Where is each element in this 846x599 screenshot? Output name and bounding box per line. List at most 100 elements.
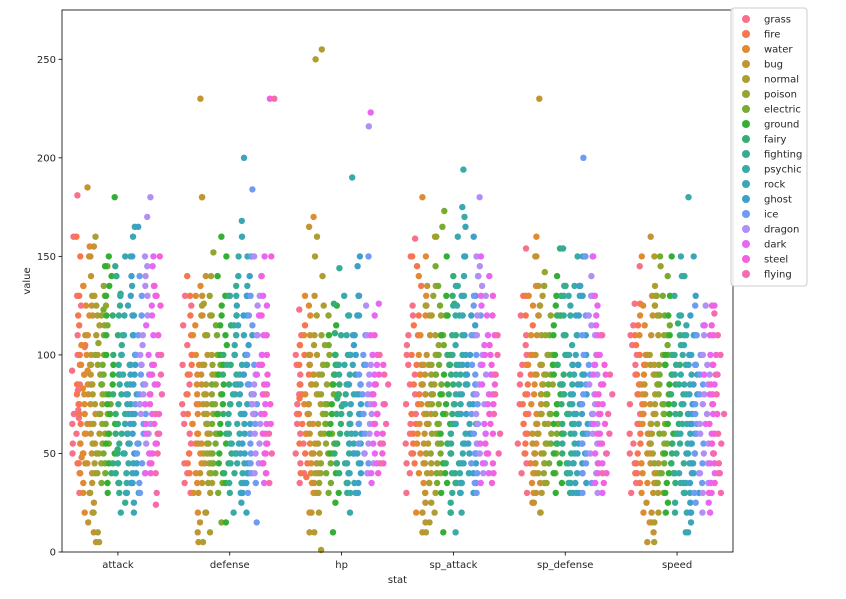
point-ice-defense — [252, 479, 259, 487]
point-dark-attack — [143, 322, 150, 329]
point-bug-speed — [644, 450, 651, 457]
point-bug-hp — [305, 351, 313, 359]
point-dragon-attack — [139, 341, 146, 349]
point-water-speed — [636, 332, 643, 339]
point-dragon-speed — [699, 401, 706, 408]
point-steel-speed — [711, 460, 718, 467]
point-ground-speed — [666, 381, 673, 388]
point-flying-sp_defense — [599, 332, 606, 339]
point-dragon-speed — [700, 332, 708, 339]
point-flying-speed — [717, 351, 724, 359]
point-grass-sp_defense — [514, 440, 521, 447]
point-steel-speed — [710, 361, 717, 368]
point-dark-sp_attack — [484, 401, 491, 408]
point-rock-defense — [236, 391, 244, 398]
point-psychic-defense — [228, 440, 235, 447]
point-electric-hp — [325, 341, 332, 349]
point-grass-sp_attack — [402, 440, 409, 447]
point-ice-hp — [355, 371, 363, 378]
point-steel-attack — [147, 391, 154, 398]
point-rock-hp — [346, 470, 353, 477]
point-rock-attack — [130, 499, 138, 506]
point-fire-sp_attack — [413, 263, 421, 270]
point-electric-sp_defense — [547, 410, 554, 418]
point-grass-speed — [636, 263, 643, 270]
point-electric-attack — [104, 322, 111, 329]
point-steel-attack — [153, 292, 160, 299]
point-dark-sp_attack — [483, 312, 491, 319]
point-fairy-defense — [225, 381, 233, 388]
point-steel-sp_attack — [490, 470, 497, 477]
point-rock-hp — [347, 351, 354, 359]
point-steel-defense — [261, 410, 268, 418]
point-dragon-attack — [144, 263, 151, 270]
point-ground-defense — [222, 332, 229, 339]
point-fairy-hp — [336, 381, 343, 388]
point-electric-sp_attack — [433, 479, 441, 487]
point-fighting-defense — [226, 401, 234, 408]
point-electric-sp_attack — [432, 263, 439, 270]
point-ice-speed — [692, 499, 699, 506]
point-ghost-hp — [357, 470, 365, 477]
point-electric-attack — [102, 470, 109, 477]
point-water-speed — [641, 322, 648, 329]
point-psychic-attack — [119, 371, 127, 378]
point-electric-sp_defense — [553, 430, 561, 437]
point-ice-attack — [136, 272, 143, 280]
point-rock-defense — [241, 430, 248, 437]
point-ground-sp_defense — [549, 361, 557, 368]
point-bug-speed — [647, 233, 654, 240]
point-water-sp_defense — [529, 302, 537, 309]
point-normal-speed — [655, 332, 662, 339]
point-bug-attack — [87, 371, 94, 378]
point-bug-sp_defense — [531, 450, 538, 457]
point-poison-defense — [205, 440, 212, 447]
point-ice-defense — [249, 322, 256, 329]
point-ground-hp — [327, 420, 334, 428]
legend-marker-grass — [742, 15, 750, 23]
point-ice-attack — [142, 410, 149, 418]
point-poison-attack — [98, 312, 105, 319]
point-fighting-defense — [233, 282, 240, 290]
point-fighting-attack — [112, 263, 119, 270]
point-grass-defense — [186, 430, 193, 437]
point-bug-hp — [306, 332, 314, 339]
point-ground-hp — [325, 430, 333, 437]
point-normal-defense — [207, 272, 215, 280]
point-normal-speed — [647, 440, 654, 447]
point-grass-speed — [630, 440, 637, 447]
point-flying-defense — [266, 479, 273, 487]
point-bug-attack — [87, 430, 95, 437]
legend-label-ice: ice — [764, 210, 778, 221]
point-ghost-defense — [243, 479, 250, 487]
point-ice-attack — [138, 292, 145, 299]
point-bug-defense — [198, 371, 205, 378]
point-steel-speed — [709, 401, 717, 408]
point-fighting-speed — [671, 351, 678, 359]
point-fairy-sp_defense — [559, 420, 566, 428]
point-steel-speed — [706, 391, 713, 398]
point-psychic-sp_attack — [452, 312, 459, 319]
point-dragon-speed — [697, 430, 704, 437]
point-water-speed — [639, 302, 647, 309]
point-fairy-attack — [114, 420, 122, 428]
point-bug-sp_attack — [424, 282, 431, 290]
point-bug-hp — [305, 223, 313, 230]
point-rock-sp_attack — [465, 470, 473, 477]
point-ground-defense — [216, 450, 223, 457]
point-rock-sp_attack — [466, 420, 473, 428]
legend-label-rock: rock — [764, 180, 786, 191]
point-rock-sp_attack — [458, 479, 466, 487]
point-dragon-speed — [696, 470, 704, 477]
x-tick-label-sp_attack: sp_attack — [429, 560, 477, 571]
point-steel-sp_attack — [489, 460, 497, 467]
point-fairy-defense — [220, 351, 227, 359]
point-fire-attack — [76, 292, 83, 299]
point-ghost-speed — [687, 509, 695, 516]
point-ice-sp_defense — [580, 351, 587, 359]
point-psychic-speed — [678, 272, 686, 280]
point-dark-attack — [150, 332, 157, 339]
point-bug-defense — [196, 470, 204, 477]
point-dark-hp — [368, 470, 375, 477]
point-fighting-hp — [335, 371, 343, 378]
